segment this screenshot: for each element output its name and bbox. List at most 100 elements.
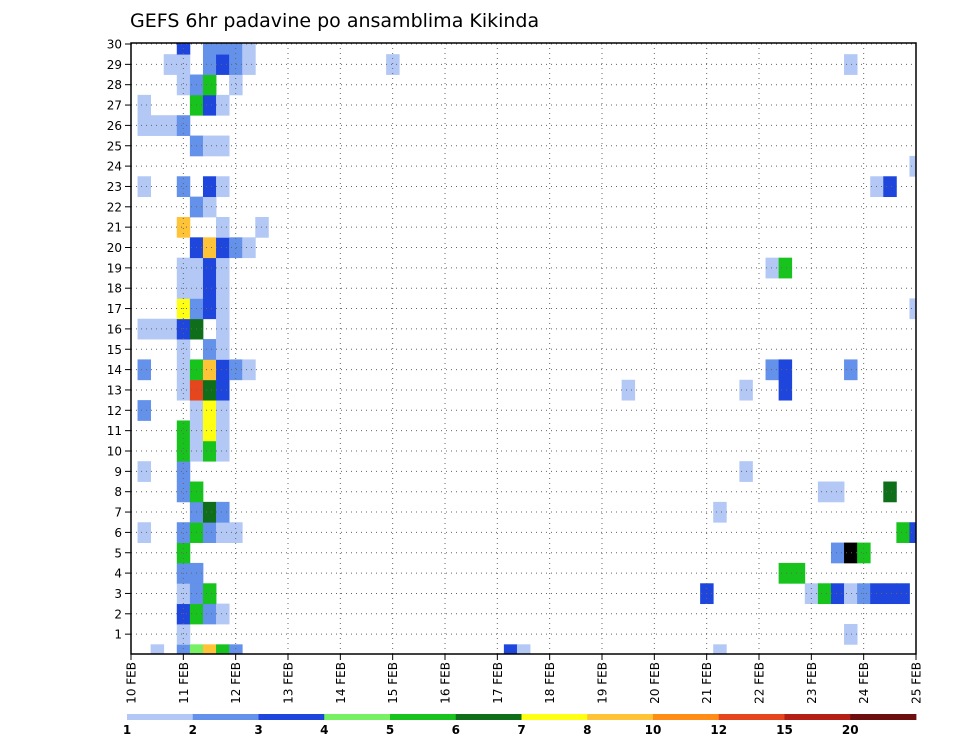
heatmap-cell — [137, 94, 152, 116]
colorbar-swatch — [127, 714, 194, 720]
colorbar-swatch — [718, 714, 785, 720]
heatmap-cell — [202, 339, 217, 360]
heatmap-cell — [883, 583, 897, 605]
heatmap-cell — [176, 481, 191, 503]
heatmap-cell — [844, 623, 858, 645]
colorbar-label: 7 — [517, 723, 525, 737]
heatmap-cell — [137, 461, 152, 482]
chart-title: GEFS 6hr padavine po ansamblima Kikinda — [130, 10, 539, 32]
x-tick-label: 18 FEB — [543, 662, 557, 704]
heatmap-cell — [176, 603, 191, 625]
y-tick-label: 3 — [114, 587, 122, 601]
y-tick-label: 18 — [107, 282, 122, 296]
heatmap-cell — [202, 257, 217, 279]
heatmap-cell — [229, 644, 243, 655]
heatmap-cell — [137, 400, 152, 421]
x-tick-label: 24 FEB — [857, 662, 871, 704]
colorbar-label: 3 — [254, 723, 262, 737]
heatmap-cell — [216, 440, 230, 462]
x-tick-label: 10 FEB — [125, 662, 139, 704]
heatmap-cell — [909, 155, 917, 177]
colorbar-swatch — [587, 714, 654, 720]
heatmap-cell — [255, 216, 269, 238]
heatmap-cell — [202, 501, 217, 523]
x-axis: 10 FEB 11 FEB 12 FEB 13 FEB 14 FEB 15 FEB 16 F… — [125, 654, 924, 704]
colorbar-label: 15 — [776, 723, 793, 737]
heatmap-cell — [176, 461, 191, 482]
colorbar-swatch — [258, 714, 325, 720]
heatmap-cell — [202, 94, 217, 116]
heatmap-cell — [765, 257, 780, 279]
heatmap-cell — [137, 522, 152, 543]
colorbar: 1 2 3 4 5 6 7 8 10 12 15 20 — [123, 714, 917, 737]
heatmap-cell — [844, 542, 858, 564]
heatmap-cell — [817, 481, 832, 503]
heatmap-cell — [163, 115, 178, 136]
heatmap-cell — [216, 501, 230, 523]
heatmap-cell — [163, 54, 178, 75]
heatmap-cell — [216, 237, 230, 259]
y-tick-label: 20 — [107, 241, 122, 255]
colorbar-label: 12 — [710, 723, 727, 737]
heatmap-cell — [883, 176, 897, 198]
y-tick-label: 27 — [107, 99, 122, 113]
heatmap-cell — [176, 359, 191, 381]
y-tick-label: 26 — [107, 119, 122, 133]
colorbar-label: 2 — [189, 723, 197, 737]
heatmap-cell — [202, 583, 217, 605]
heatmap-cell — [896, 522, 910, 543]
heatmap-cell — [778, 257, 793, 279]
x-tick-label: 16 FEB — [439, 662, 453, 704]
y-tick-label: 29 — [107, 58, 122, 72]
heatmap-cell — [216, 135, 230, 157]
heatmap-cell — [896, 583, 910, 605]
heatmap-cell — [150, 644, 165, 655]
heatmap-cell — [202, 522, 217, 543]
heatmap-cell — [909, 298, 917, 320]
heatmap-cell — [229, 522, 243, 543]
heatmap-cell — [176, 74, 191, 96]
heatmap-cell — [150, 115, 165, 136]
y-tick-label: 4 — [114, 567, 122, 581]
x-tick-label: 19 FEB — [596, 662, 610, 704]
heatmap-cell — [216, 603, 230, 625]
x-tick-label: 17 FEB — [491, 662, 505, 704]
y-tick-label: 25 — [107, 139, 122, 153]
y-tick-label: 11 — [107, 424, 122, 438]
heatmap-cell — [202, 603, 217, 625]
heatmap-cell — [176, 339, 191, 360]
heatmap-cell — [202, 644, 217, 655]
heatmap-cell — [216, 43, 230, 55]
heatmap-cell — [176, 542, 191, 564]
heatmap-cell — [176, 440, 191, 462]
y-tick-label: 5 — [114, 546, 122, 560]
heatmap-cell — [242, 54, 256, 75]
heatmap-cell — [216, 94, 230, 116]
y-tick-label: 24 — [107, 160, 122, 174]
heatmap-cell — [229, 359, 243, 381]
heatmap-cell — [229, 74, 243, 96]
y-tick-label: 12 — [107, 404, 122, 418]
y-tick-label: 10 — [107, 445, 122, 459]
colorbar-swatch — [521, 714, 588, 720]
y-tick-label: 9 — [114, 465, 122, 479]
heatmap-cell — [202, 196, 217, 218]
x-tick-label: 25 FEB — [910, 662, 924, 704]
heatmap-cell — [216, 54, 230, 75]
heatmap-cell — [621, 379, 636, 401]
y-tick-label: 23 — [107, 180, 122, 194]
heatmap-cell — [883, 481, 897, 503]
y-tick-label: 15 — [107, 343, 122, 357]
heatmap-cell — [202, 420, 217, 442]
x-tick-label: 11 FEB — [177, 662, 191, 704]
y-tick-label: 13 — [107, 383, 122, 397]
heatmap-cell — [216, 298, 230, 320]
heatmap-cell — [909, 522, 917, 543]
heatmap-cell — [242, 359, 256, 381]
heatmap-cell — [516, 644, 531, 655]
heatmap-cell — [176, 318, 191, 340]
heatmap-cell — [202, 74, 217, 96]
heatmap-cell — [817, 583, 832, 605]
heatmap-cell — [216, 257, 230, 279]
heatmap-cell — [242, 43, 256, 55]
